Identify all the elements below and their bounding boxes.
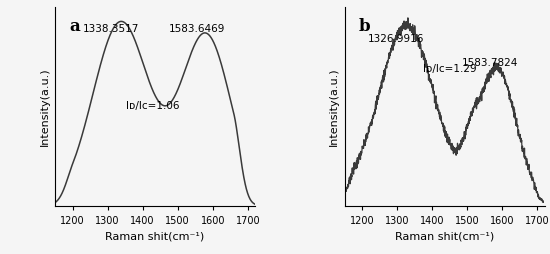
Y-axis label: Intensity(a.u.): Intensity(a.u.) [40,68,49,146]
X-axis label: Raman shit(cm⁻¹): Raman shit(cm⁻¹) [395,230,494,240]
Y-axis label: Intensity(a.u.): Intensity(a.u.) [329,68,339,146]
Text: 1326.9916: 1326.9916 [367,34,424,44]
Text: 1583.6469: 1583.6469 [169,24,225,34]
Text: 1338.3517: 1338.3517 [83,24,139,34]
Text: Iᴅ/Iᴄ=1.29: Iᴅ/Iᴄ=1.29 [423,64,477,74]
Text: a: a [69,18,80,35]
Text: Iᴅ/Iᴄ=1.06: Iᴅ/Iᴄ=1.06 [126,100,180,110]
Text: b: b [359,18,370,35]
Text: 1583.7824: 1583.7824 [462,58,518,68]
X-axis label: Raman shit(cm⁻¹): Raman shit(cm⁻¹) [105,230,205,240]
